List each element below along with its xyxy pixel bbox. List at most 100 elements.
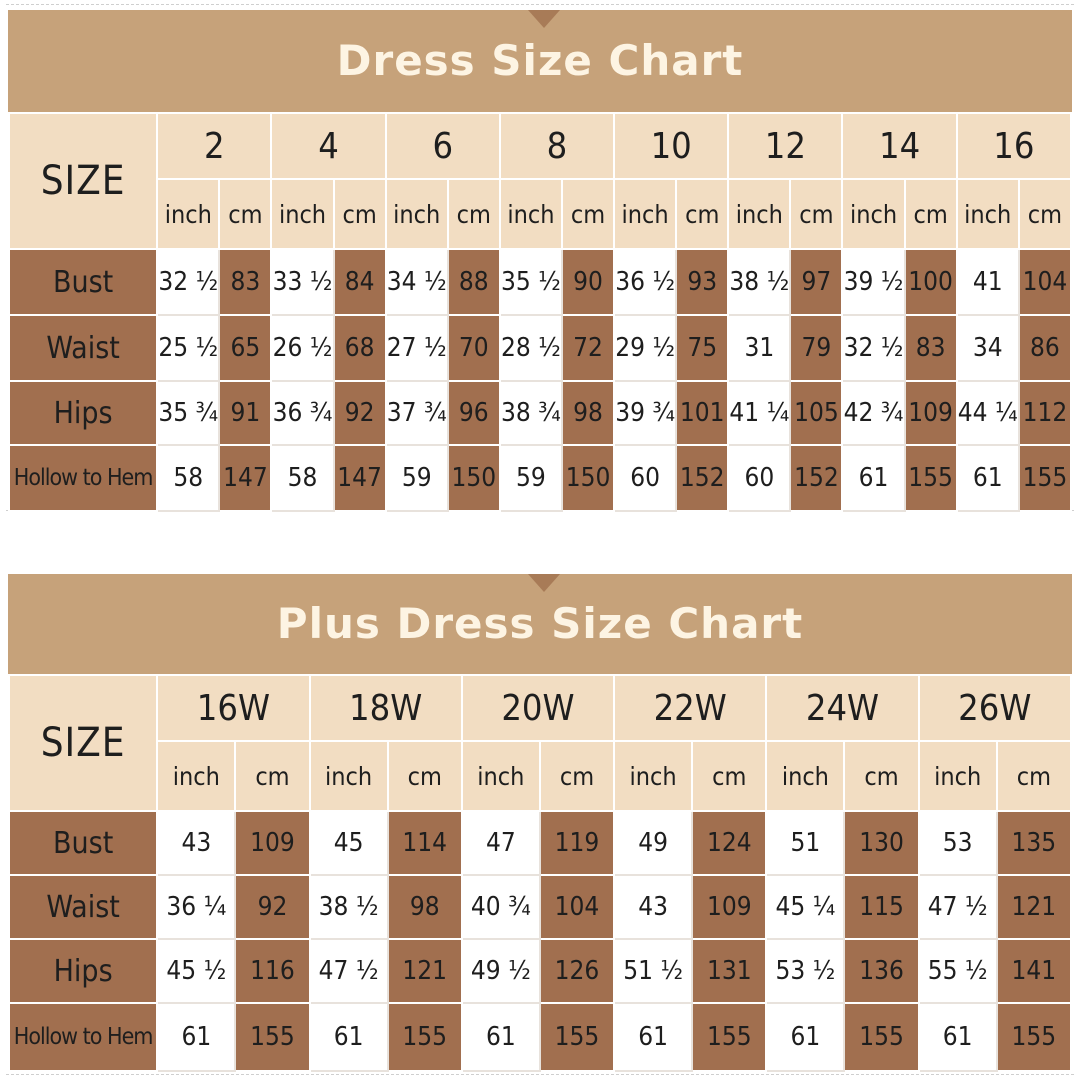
unit-inch-label: inch — [308, 740, 389, 812]
dress-size-chart: Dress Size Chart SIZE 2 4 6 8 10 12 14 16 inch cm i… — [7, 10, 1073, 512]
table-row: Bust 43 109 45 114 47 119 49 124 51 130 53 135 — [7, 810, 1073, 876]
size-column-header: 22W — [613, 674, 768, 742]
inch-value-cell: 58 — [270, 444, 335, 512]
inch-value-cell: 37 ¾ — [384, 380, 449, 446]
unit-inch-label: inch — [156, 740, 237, 812]
chart-title: Plus Dress Size Chart — [276, 599, 804, 648]
cm-value-cell: 93 — [675, 248, 730, 316]
size-column-header: 16W — [156, 674, 311, 742]
divider-top — [6, 4, 1074, 5]
inch-value-cell: 42 ¾ — [841, 380, 906, 446]
inch-value-cell: 31 — [727, 314, 792, 382]
cm-value-cell: 92 — [332, 380, 387, 446]
unit-inch-label: inch — [917, 740, 998, 812]
unit-cm-label: cm — [675, 178, 730, 250]
inch-value-cell: 34 — [955, 314, 1020, 382]
cm-value-cell: 131 — [691, 938, 768, 1004]
cm-value-cell: 150 — [560, 444, 616, 512]
unit-cm-label: cm — [1017, 178, 1073, 250]
cm-value-cell: 116 — [234, 938, 311, 1004]
row-label: Bust — [7, 810, 159, 876]
cm-value-cell: 90 — [560, 248, 616, 316]
cm-value-cell: 101 — [675, 380, 730, 446]
inch-value-cell: 61 — [460, 1002, 541, 1072]
inch-value-cell: 28 ½ — [498, 314, 563, 382]
cm-value-cell: 130 — [843, 810, 920, 876]
inch-value-cell: 35 ½ — [498, 248, 563, 316]
unit-cm-label: cm — [538, 740, 616, 812]
cm-value-cell: 150 — [446, 444, 501, 512]
cm-value-cell: 136 — [843, 938, 920, 1004]
unit-cm-label: cm — [218, 178, 273, 250]
inch-value-cell: 61 — [765, 1002, 846, 1072]
cm-value-cell: 70 — [446, 314, 501, 382]
cm-value-cell: 83 — [903, 314, 958, 382]
unit-cm-label: cm — [903, 178, 958, 250]
cm-value-cell: 75 — [675, 314, 730, 382]
cm-value-cell: 105 — [789, 380, 844, 446]
inch-value-cell: 45 ¼ — [765, 874, 846, 940]
divider-bottom — [6, 1074, 1074, 1075]
cm-value-cell: 92 — [234, 874, 311, 940]
row-label: Bust — [7, 248, 159, 316]
unit-cm-label: cm — [789, 178, 844, 250]
row-label: Hollow to Hem — [7, 444, 159, 512]
inch-value-cell: 33 ½ — [270, 248, 335, 316]
inch-value-cell: 27 ½ — [384, 314, 449, 382]
cm-value-cell: 155 — [691, 1002, 768, 1072]
row-label: Hips — [7, 938, 159, 1004]
inch-value-cell: 26 ½ — [270, 314, 335, 382]
inch-value-cell: 41 — [955, 248, 1020, 316]
cm-value-cell: 152 — [789, 444, 844, 512]
size-label: SIZE — [7, 674, 159, 812]
size-column-header: 2 — [156, 112, 273, 180]
inch-value-cell: 43 — [613, 874, 694, 940]
unit-inch-label: inch — [156, 178, 221, 250]
inch-value-cell: 53 — [917, 810, 998, 876]
unit-cm-label: cm — [691, 740, 768, 812]
unit-header-row: inch cm inch cm inch cm inch cm inch cm inch cm — [9, 740, 1073, 812]
table-row: Bust 32 ½ 83 33 ½ 84 34 ½ 88 35 ½ 90 36 ½ 93 38 ½ 97… — [7, 248, 1073, 316]
inch-value-cell: 53 ½ — [765, 938, 846, 1004]
inch-value-cell: 61 — [917, 1002, 998, 1072]
size-column-header: 26W — [917, 674, 1073, 742]
cm-value-cell: 98 — [386, 874, 463, 940]
cm-value-cell: 88 — [446, 248, 501, 316]
cm-value-cell: 98 — [560, 380, 616, 446]
cm-value-cell: 86 — [1017, 314, 1073, 382]
inch-value-cell: 49 — [613, 810, 694, 876]
unit-inch-label: inch — [270, 178, 335, 250]
unit-cm-label: cm — [386, 740, 463, 812]
unit-cm-label: cm — [446, 178, 501, 250]
row-label: Hollow to Hem — [7, 1002, 159, 1072]
size-header-row: SIZE 16W 18W 20W 22W 24W 26W — [7, 674, 1073, 812]
cm-value-cell: 121 — [995, 874, 1073, 940]
size-table: SIZE 2 4 6 8 10 12 14 16 inch cm inch cm inch cm inch cm… — [7, 112, 1073, 512]
cm-value-cell: 147 — [218, 444, 273, 512]
size-column-header: 24W — [765, 674, 920, 742]
table-row: Waist 25 ½ 65 26 ½ 68 27 ½ 70 28 ½ 72 29 ½ 75 31 79 3… — [7, 314, 1073, 382]
inch-value-cell: 36 ¼ — [156, 874, 237, 940]
inch-value-cell: 61 — [841, 444, 906, 512]
size-column-header: 16 — [955, 112, 1073, 180]
chart-banner: Dress Size Chart — [8, 10, 1072, 112]
inch-value-cell: 59 — [498, 444, 563, 512]
unit-cm-label: cm — [843, 740, 920, 812]
unit-cm-label: cm — [332, 178, 387, 250]
inch-value-cell: 41 ¼ — [727, 380, 792, 446]
inch-value-cell: 49 ½ — [460, 938, 541, 1004]
cm-value-cell: 124 — [691, 810, 768, 876]
inch-value-cell: 47 — [460, 810, 541, 876]
unit-cm-label: cm — [560, 178, 616, 250]
cm-value-cell: 109 — [691, 874, 768, 940]
inch-value-cell: 40 ¾ — [460, 874, 541, 940]
inch-value-cell: 38 ½ — [308, 874, 389, 940]
cm-value-cell: 155 — [903, 444, 958, 512]
cm-value-cell: 119 — [538, 810, 616, 876]
plus-dress-size-chart: Plus Dress Size Chart SIZE 16W 18W 20W 22W 24… — [7, 574, 1073, 1074]
inch-value-cell: 47 ½ — [308, 938, 389, 1004]
inch-value-cell: 61 — [156, 1002, 237, 1072]
inch-value-cell: 36 ½ — [613, 248, 678, 316]
chart-banner: Plus Dress Size Chart — [8, 574, 1072, 674]
